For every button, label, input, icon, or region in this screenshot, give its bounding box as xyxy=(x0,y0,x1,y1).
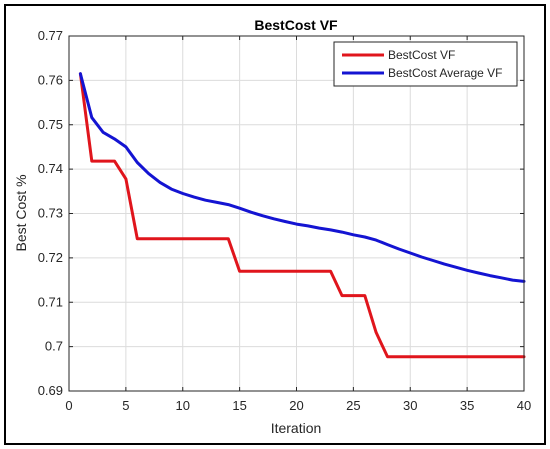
y-tick-label: 0.71 xyxy=(38,294,63,309)
y-tick-label: 0.69 xyxy=(38,383,63,398)
x-axis-label: Iteration xyxy=(271,420,322,436)
y-tick-label: 0.7 xyxy=(45,339,63,354)
x-tick-label: 35 xyxy=(460,398,474,413)
x-tick-label: 20 xyxy=(289,398,303,413)
legend-label-bestcost-average-vf: BestCost Average VF xyxy=(388,66,503,80)
series-line-bestcost-average-vf xyxy=(78,72,526,283)
legend-label-bestcost-vf: BestCost VF xyxy=(388,48,455,62)
x-tick-label: 5 xyxy=(122,398,129,413)
x-tick-label: 30 xyxy=(403,398,417,413)
y-tick-label: 0.72 xyxy=(38,250,63,265)
x-tick-label: 10 xyxy=(176,398,190,413)
y-tick-label: 0.77 xyxy=(38,28,63,43)
x-tick-label: 0 xyxy=(65,398,72,413)
y-tick-label: 0.76 xyxy=(38,72,63,87)
axis-ticks: 0 5 10 15 20 25 30 35 40 0.69 0.7 0.71 0.72 0.73 0.74 0… xyxy=(38,28,532,413)
legend: BestCost VF BestCost Average VF xyxy=(333,41,518,87)
x-tick-label: 40 xyxy=(517,398,531,413)
x-tick-label: 25 xyxy=(346,398,360,413)
series-line-bestcost-vf xyxy=(78,72,526,359)
legend-box xyxy=(333,41,518,87)
x-tick-label: 15 xyxy=(232,398,246,413)
y-tick-label: 0.74 xyxy=(38,161,63,176)
y-tick-label: 0.75 xyxy=(38,117,63,132)
y-axis-label: Best Cost % xyxy=(13,174,29,251)
series-group xyxy=(78,72,526,359)
grid xyxy=(69,36,524,391)
y-tick-label: 0.73 xyxy=(38,206,63,221)
chart-title: BestCost VF xyxy=(254,17,338,33)
